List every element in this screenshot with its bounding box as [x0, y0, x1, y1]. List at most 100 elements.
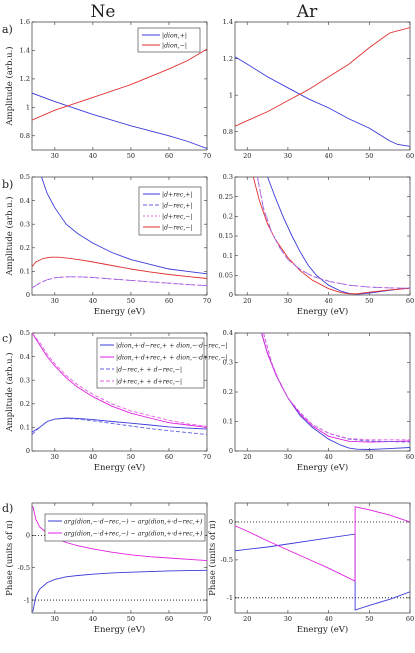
legend-entry: |d+rec,+| — [162, 192, 193, 199]
x-tick-label: 60 — [165, 297, 173, 305]
x-tick-label: 50 — [365, 453, 373, 461]
panel-label-b: b) — [2, 178, 13, 191]
x-tick-label: 50 — [127, 615, 135, 623]
series-line — [267, 177, 410, 295]
series-line — [261, 333, 410, 443]
x-tick-label: 60 — [406, 152, 414, 160]
series-line — [32, 417, 207, 435]
x-tick-label: 30 — [284, 152, 292, 160]
x-tick-label: 70 — [203, 297, 211, 305]
y-tick-label: 0.4 — [20, 197, 30, 205]
y-tick-label: 0.2 — [20, 400, 30, 408]
x-tick-label: 30 — [51, 453, 59, 461]
x-tick-label: 30 — [51, 615, 59, 623]
plot-frame — [31, 332, 208, 452]
x-tick-label: 50 — [127, 297, 135, 305]
series-line — [32, 333, 207, 428]
y-tick-label: 0.5 — [20, 173, 30, 181]
chart-d-ar: 20 30 40 50 60 -1 -0.5 0 Energy (eV) Phase (units… — [207, 502, 414, 635]
y-tick-label: 1.2 — [223, 55, 233, 63]
series-line — [32, 276, 207, 289]
series-line — [32, 417, 207, 433]
x-tick-label: 20 — [243, 297, 251, 305]
y-tick-label: 0.25 — [219, 193, 233, 201]
chart-b-ne: 30 40 50 60 70 0 0.1 0.2 0.3 0.4 0.5 Energy (eV) Amp… — [4, 173, 211, 317]
y-tick-label: 0.2 — [223, 388, 233, 396]
panel-label-a: a) — [2, 23, 13, 36]
x-tick-label: 30 — [51, 297, 59, 305]
x-tick-label: 20 — [243, 152, 251, 160]
x-axis-label: Energy (eV) — [297, 306, 349, 317]
series-line — [32, 276, 207, 289]
y-tick-label: 0 — [26, 447, 30, 455]
y-tick-label: 1 — [229, 91, 233, 99]
x-tick-label: 20 — [243, 615, 251, 623]
y-tick-label: 0.05 — [219, 272, 233, 280]
x-tick-label: 50 — [127, 453, 135, 461]
legend-entry: arg(dion,−·d+rec,−) − arg(dion,+·d+rec,+… — [64, 531, 203, 538]
series-line — [235, 56, 410, 147]
y-tick-label: 0.4 — [20, 353, 30, 361]
legend-entry: |d+rec,−| — [162, 214, 193, 221]
x-tick-label: 60 — [406, 615, 414, 623]
y-tick-label: 0.8 — [223, 128, 233, 136]
series-line — [252, 177, 410, 295]
legend-entry: |d−rec,+ + d−rec,−| — [116, 367, 182, 374]
series-line — [235, 27, 410, 127]
x-tick-label: 40 — [89, 297, 97, 305]
legend-entry: |dion,+·d−rec,+ + dion,−·d−rec,−| — [116, 343, 228, 350]
x-tick-label: 40 — [324, 152, 332, 160]
series-line — [32, 48, 207, 121]
series-line — [235, 533, 410, 611]
plot-frame — [31, 21, 208, 151]
legend-c-ne: |dion,+·d−rec,+ + dion,−·d−rec,−| |dion,… — [96, 337, 228, 389]
series-line — [32, 506, 207, 562]
x-tick-label: 50 — [127, 152, 135, 160]
y-tick-label: 0.1 — [20, 268, 30, 276]
chart-b-ar: 20 30 40 50 60 0 0.05 0.1 0.15 0.2 0.25 0.3 Energy (… — [219, 173, 415, 317]
y-axis-label: Phase (units of π) — [4, 520, 15, 596]
x-tick-label: 20 — [243, 453, 251, 461]
x-tick-label: 60 — [406, 453, 414, 461]
x-tick-label: 30 — [284, 615, 292, 623]
x-tick-label: 60 — [165, 453, 173, 461]
y-tick-label: 0.4 — [223, 329, 233, 337]
x-tick-label: 30 — [284, 297, 292, 305]
y-tick-label: -1 — [24, 596, 30, 604]
y-tick-label: 0 — [26, 532, 30, 540]
y-tick-label: 0 — [229, 518, 233, 526]
x-axis-label: Energy (eV) — [94, 462, 146, 473]
x-tick-label: 40 — [324, 453, 332, 461]
chart-c-ne: 30 40 50 60 70 0 0.1 0.2 0.3 0.4 0.5 Energy (eV) Amp… — [4, 329, 211, 473]
x-axis-label: Energy (eV) — [94, 624, 146, 635]
y-tick-label: 0 — [229, 447, 233, 455]
legend-box — [137, 27, 201, 53]
x-tick-label: 40 — [89, 615, 97, 623]
series-line — [263, 333, 410, 443]
y-tick-label: 0 — [229, 291, 233, 299]
plot-frame — [234, 332, 411, 452]
x-tick-label: 60 — [165, 152, 173, 160]
x-tick-label: 40 — [89, 453, 97, 461]
x-tick-label: 70 — [203, 152, 211, 160]
panel-label-c: c) — [2, 332, 12, 345]
y-tick-label: 0.3 — [20, 376, 30, 384]
legend-entry: arg(dion,−·d−rec,−) − arg(dion,+·d−rec,+… — [64, 519, 203, 526]
x-tick-label: 30 — [284, 453, 292, 461]
x-tick-label: 60 — [406, 297, 414, 305]
x-tick-label: 40 — [89, 152, 97, 160]
x-tick-label: 30 — [51, 152, 59, 160]
y-tick-label: 0 — [26, 291, 30, 299]
chart-a-ar: 20 30 40 50 60 0.8 1 1.2 1.4 — [223, 18, 414, 160]
panel-label-d: d) — [2, 502, 13, 515]
y-axis-label: Amplitude (arb.u.) — [4, 196, 15, 276]
y-tick-label: 0.2 — [20, 244, 30, 252]
y-tick-label: 0.3 — [20, 220, 30, 228]
y-tick-label: 0.1 — [20, 424, 30, 432]
legend-b-ne: |d+rec,+| |d−rec,+| |d+rec,−| |d−rec,−| — [138, 186, 202, 236]
plot-frame — [234, 502, 411, 614]
y-tick-label: 0.8 — [20, 132, 30, 140]
chart-a-ne: 30 40 50 60 70 0.8 1 1.2 1.4 1.6 Amplitude (arb.u.… — [4, 18, 211, 160]
x-tick-label: 40 — [324, 297, 332, 305]
